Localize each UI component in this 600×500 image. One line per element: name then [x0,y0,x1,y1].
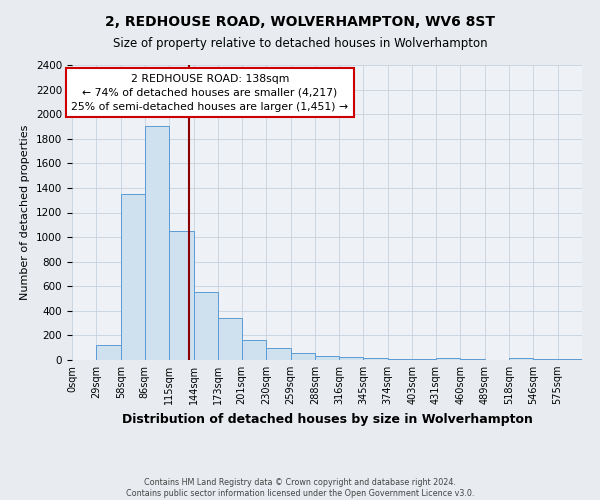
Bar [436,358,460,360]
Bar [266,348,290,360]
Bar [315,356,339,360]
Text: Contains HM Land Registry data © Crown copyright and database right 2024.
Contai: Contains HM Land Registry data © Crown c… [126,478,474,498]
Y-axis label: Number of detached properties: Number of detached properties [20,125,31,300]
X-axis label: Distribution of detached houses by size in Wolverhampton: Distribution of detached houses by size … [122,412,532,426]
Text: 2, REDHOUSE ROAD, WOLVERHAMPTON, WV6 8ST: 2, REDHOUSE ROAD, WOLVERHAMPTON, WV6 8ST [105,15,495,29]
Bar [388,359,412,360]
Bar [290,352,315,360]
Bar [121,194,145,360]
Bar [339,357,364,360]
Bar [242,340,266,360]
Bar [557,359,582,360]
Bar [218,318,242,360]
Bar [145,126,169,360]
Text: Size of property relative to detached houses in Wolverhampton: Size of property relative to detached ho… [113,38,487,51]
Text: 2 REDHOUSE ROAD: 138sqm
← 74% of detached houses are smaller (4,217)
25% of semi: 2 REDHOUSE ROAD: 138sqm ← 74% of detache… [71,74,348,112]
Bar [169,231,194,360]
Bar [509,358,533,360]
Bar [194,292,218,360]
Bar [364,358,388,360]
Bar [97,344,121,360]
